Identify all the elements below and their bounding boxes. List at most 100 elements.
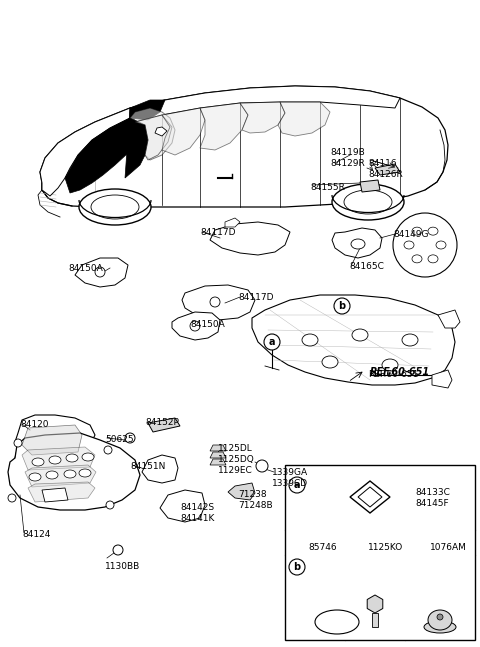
Circle shape — [106, 501, 114, 509]
Ellipse shape — [412, 255, 422, 263]
Text: 71248B: 71248B — [238, 501, 273, 510]
Polygon shape — [210, 459, 226, 465]
Text: 84149G: 84149G — [393, 230, 429, 239]
Ellipse shape — [412, 227, 422, 235]
Polygon shape — [210, 452, 226, 458]
Circle shape — [289, 559, 305, 575]
Ellipse shape — [29, 473, 41, 481]
Polygon shape — [358, 487, 382, 507]
Text: 1125KO: 1125KO — [353, 562, 388, 571]
Ellipse shape — [66, 454, 78, 462]
Circle shape — [104, 446, 112, 454]
Text: 84120: 84120 — [20, 420, 48, 429]
Polygon shape — [130, 108, 175, 160]
Text: 85746: 85746 — [325, 562, 354, 571]
Text: a: a — [269, 337, 275, 347]
Text: 50625: 50625 — [105, 435, 133, 444]
Text: 84142S: 84142S — [180, 503, 214, 512]
Polygon shape — [40, 86, 448, 207]
Polygon shape — [438, 310, 460, 328]
Circle shape — [113, 545, 123, 555]
Text: b: b — [293, 562, 300, 572]
Text: 1130BB: 1130BB — [105, 562, 140, 571]
Ellipse shape — [64, 470, 76, 478]
Ellipse shape — [79, 189, 151, 225]
Text: 1339CD: 1339CD — [272, 479, 308, 488]
Ellipse shape — [351, 239, 365, 249]
Text: 84117D: 84117D — [238, 293, 274, 302]
Polygon shape — [160, 490, 205, 522]
Circle shape — [393, 213, 457, 277]
Circle shape — [264, 334, 280, 350]
Text: 84133C: 84133C — [395, 488, 430, 498]
Polygon shape — [228, 483, 255, 500]
Circle shape — [190, 321, 200, 331]
Ellipse shape — [404, 241, 414, 249]
Polygon shape — [432, 370, 452, 388]
Text: REF.60-651: REF.60-651 — [370, 367, 430, 377]
Text: 71238: 71238 — [238, 490, 266, 499]
Text: 1076AM: 1076AM — [430, 543, 467, 552]
Text: 84124: 84124 — [22, 530, 50, 539]
Polygon shape — [225, 218, 240, 227]
Text: 1125KO: 1125KO — [368, 543, 403, 552]
Ellipse shape — [91, 195, 139, 219]
Text: a: a — [294, 480, 300, 490]
Ellipse shape — [46, 471, 58, 479]
Text: REF.60-651: REF.60-651 — [368, 370, 419, 379]
Polygon shape — [75, 258, 128, 287]
Polygon shape — [125, 100, 165, 178]
Text: 84145F: 84145F — [395, 501, 429, 509]
Polygon shape — [65, 118, 145, 193]
Polygon shape — [285, 465, 475, 640]
Polygon shape — [42, 488, 68, 502]
Text: 85746: 85746 — [308, 543, 336, 552]
Polygon shape — [28, 482, 95, 502]
Text: 84150A: 84150A — [190, 320, 225, 329]
Circle shape — [334, 298, 350, 314]
Text: 84119B: 84119B — [330, 148, 365, 157]
Circle shape — [14, 439, 22, 447]
Polygon shape — [25, 465, 96, 487]
Text: 84152P: 84152P — [145, 418, 179, 427]
Polygon shape — [375, 164, 400, 175]
Ellipse shape — [79, 469, 91, 477]
Text: 84126R: 84126R — [368, 170, 403, 179]
Ellipse shape — [82, 453, 94, 461]
Polygon shape — [332, 228, 382, 258]
Text: 84165C: 84165C — [349, 262, 384, 271]
Ellipse shape — [352, 329, 368, 341]
Polygon shape — [372, 613, 378, 627]
Ellipse shape — [436, 241, 446, 249]
Ellipse shape — [382, 359, 398, 371]
Circle shape — [289, 477, 305, 493]
Ellipse shape — [315, 610, 359, 634]
Text: 84133C: 84133C — [415, 488, 450, 497]
Circle shape — [256, 460, 268, 472]
Polygon shape — [240, 102, 285, 133]
Polygon shape — [142, 455, 178, 483]
Text: 84151N: 84151N — [130, 462, 166, 471]
Polygon shape — [278, 102, 330, 136]
Polygon shape — [162, 108, 205, 155]
Ellipse shape — [32, 458, 44, 466]
Ellipse shape — [402, 334, 418, 346]
Polygon shape — [15, 435, 95, 478]
Text: 1125DL: 1125DL — [218, 444, 253, 453]
Ellipse shape — [302, 334, 318, 346]
Text: 84155R: 84155R — [310, 183, 345, 192]
Polygon shape — [22, 447, 95, 470]
Text: 1129EC: 1129EC — [218, 466, 253, 475]
Ellipse shape — [332, 184, 404, 220]
Text: 84129R: 84129R — [330, 159, 365, 168]
Polygon shape — [172, 312, 220, 340]
Text: 84116: 84116 — [368, 159, 396, 168]
Polygon shape — [182, 285, 255, 320]
Text: 1339GA: 1339GA — [272, 468, 308, 477]
Circle shape — [125, 433, 135, 443]
Circle shape — [437, 614, 443, 620]
Ellipse shape — [322, 356, 338, 368]
Text: b: b — [338, 301, 346, 311]
Text: 1125DQ: 1125DQ — [218, 455, 255, 464]
Circle shape — [8, 494, 16, 502]
